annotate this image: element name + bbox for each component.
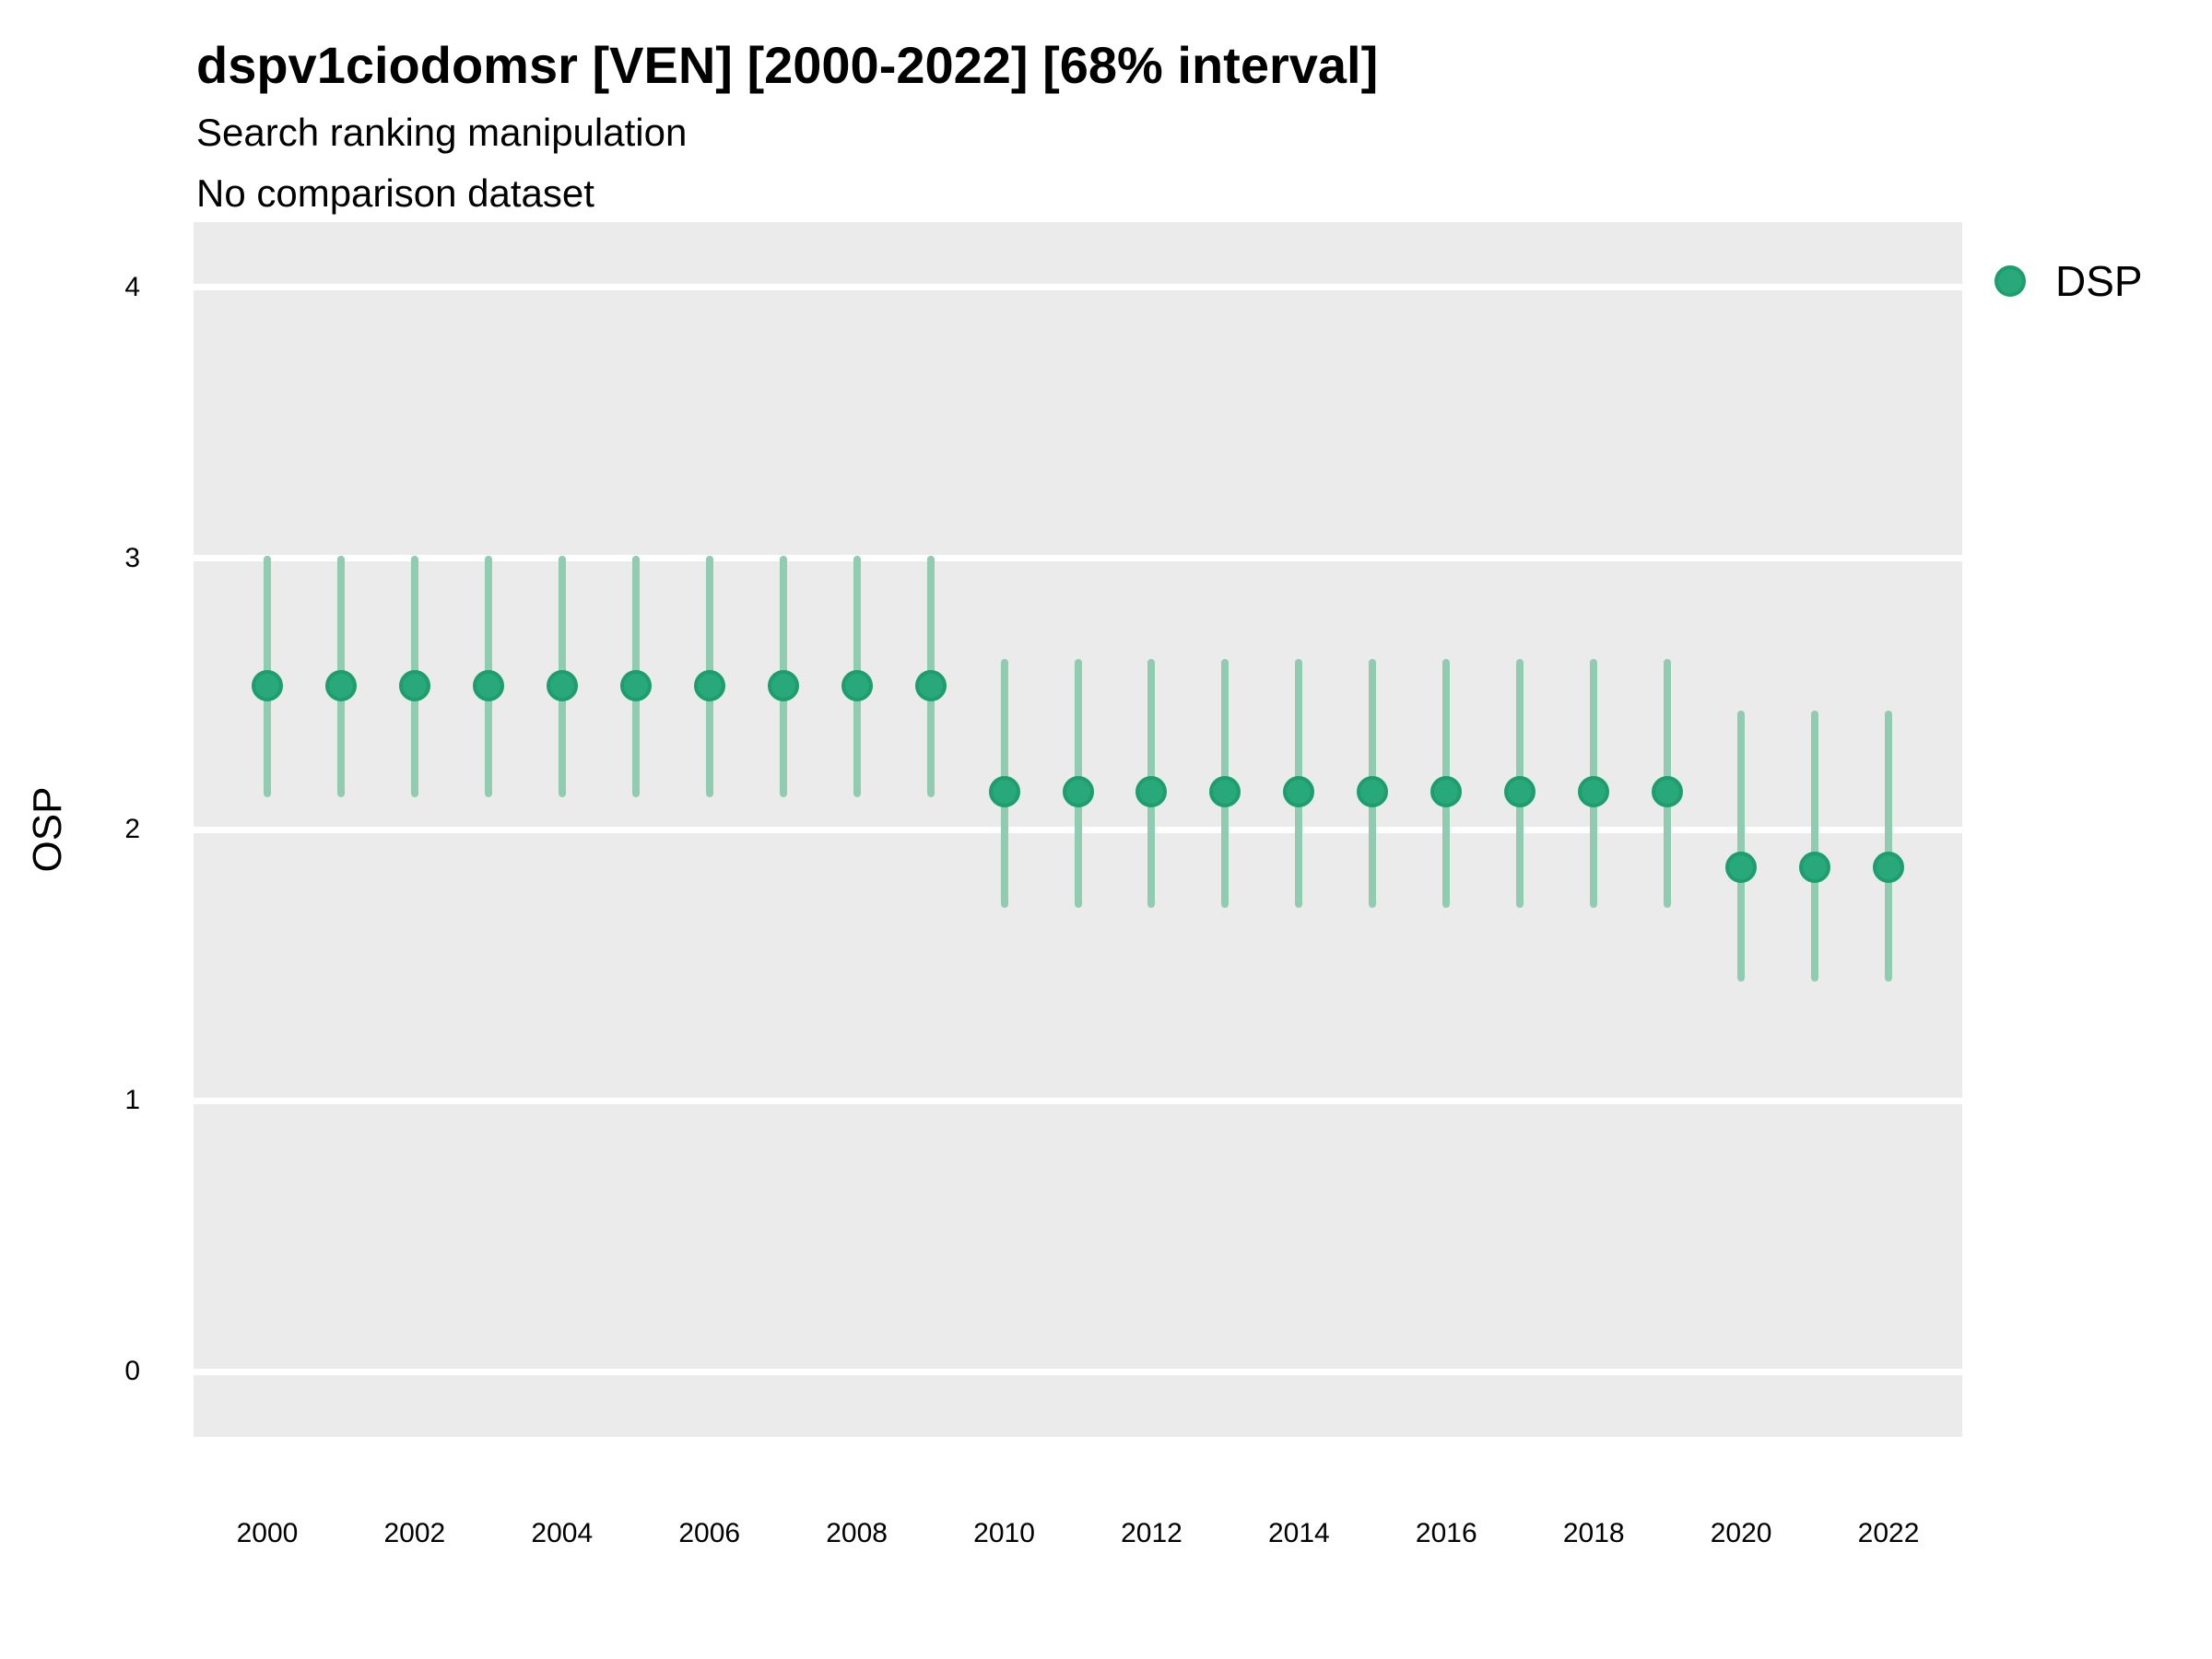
data-point-2018 [1578, 775, 1610, 807]
data-point-2003 [472, 670, 504, 702]
data-point-2000 [251, 670, 283, 702]
plot-panel [194, 222, 1962, 1437]
data-point-2001 [324, 670, 357, 702]
x-tick-label-2000: 2000 [236, 1518, 299, 1548]
data-point-2009 [914, 670, 947, 702]
y-tick-label-1: 1 [124, 1085, 140, 1116]
data-point-2020 [1725, 852, 1758, 884]
data-point-2013 [1209, 775, 1241, 807]
chart-subtitle-line1: Search ranking manipulation [196, 111, 688, 154]
gridline-y-4 [194, 284, 1962, 291]
x-tick-label-2012: 2012 [1121, 1518, 1182, 1548]
legend-series-label: DSP [2055, 257, 2143, 305]
x-tick-label-2004: 2004 [531, 1518, 594, 1548]
legend-point-icon [1994, 265, 2026, 297]
x-tick-label-2016: 2016 [1415, 1518, 1477, 1548]
data-point-2006 [693, 670, 725, 702]
data-point-2008 [841, 670, 873, 702]
data-point-2011 [1062, 775, 1094, 807]
interval-bar-2020 [1737, 710, 1746, 982]
x-tick-label-2022: 2022 [1857, 1518, 1920, 1548]
gridline-y-0 [194, 1368, 1962, 1375]
x-tick-label-2020: 2020 [1710, 1518, 1772, 1548]
data-point-2012 [1135, 775, 1168, 807]
gridline-y-3 [194, 555, 1962, 562]
legend: DSP [1994, 260, 2143, 302]
y-tick-label-0: 0 [124, 1356, 140, 1387]
chart-title: dspv1ciodomsr [VEN] [2000-2022] [68% int… [196, 36, 1379, 94]
data-point-2022 [1873, 852, 1905, 884]
x-tick-label-2014: 2014 [1268, 1518, 1330, 1548]
chart-subtitle-line2: No comparison dataset [196, 171, 594, 215]
x-tick-label-2010: 2010 [973, 1518, 1035, 1548]
data-point-2014 [1283, 775, 1315, 807]
y-tick-label-2: 2 [124, 814, 140, 844]
data-point-2017 [1504, 775, 1536, 807]
x-tick-label-2018: 2018 [1562, 1518, 1625, 1548]
x-tick-label-2006: 2006 [678, 1518, 741, 1548]
data-point-2004 [546, 670, 578, 702]
data-point-2021 [1799, 852, 1831, 884]
data-point-2005 [619, 670, 652, 702]
y-tick-label-3: 3 [124, 542, 140, 573]
data-point-2015 [1357, 775, 1389, 807]
interval-bar-2022 [1885, 710, 1893, 982]
x-tick-label-2008: 2008 [826, 1518, 888, 1548]
y-tick-label-4: 4 [124, 271, 140, 302]
interval-bar-2021 [1811, 710, 1819, 982]
data-point-2002 [398, 670, 430, 702]
x-tick-label-2002: 2002 [383, 1518, 446, 1548]
data-point-2019 [1652, 775, 1684, 807]
data-point-2010 [988, 775, 1020, 807]
data-point-2007 [767, 670, 799, 702]
data-point-2016 [1430, 775, 1463, 807]
gridline-y-1 [194, 1097, 1962, 1104]
